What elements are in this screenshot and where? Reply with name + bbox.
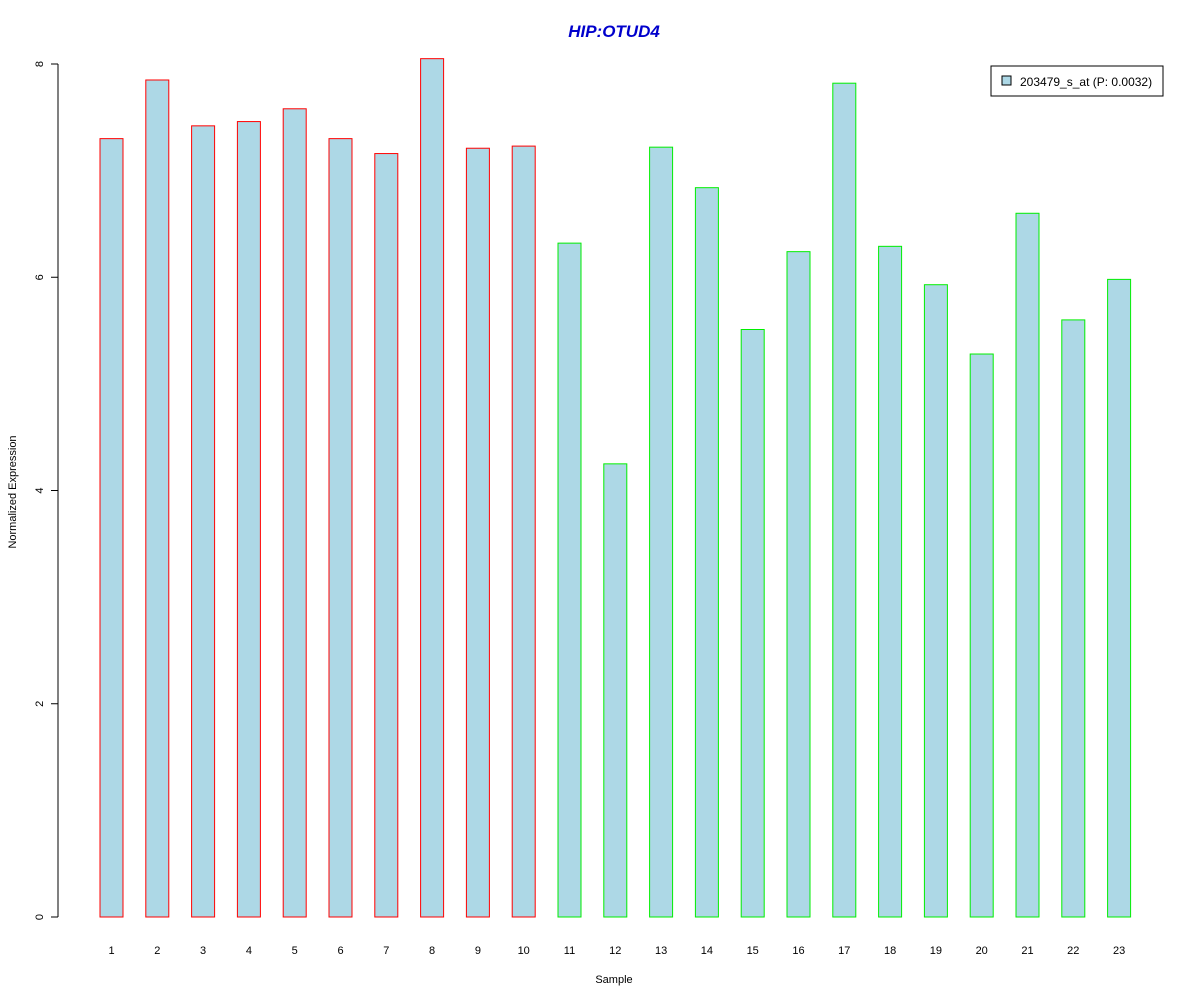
x-tick-label: 15 (747, 945, 759, 957)
y-tick-label: 2 (34, 701, 46, 707)
y-tick-label: 0 (34, 914, 46, 920)
bar-sample-6 (328, 138, 353, 918)
bar-sample-9 (465, 147, 490, 918)
x-tick-label: 3 (200, 945, 206, 957)
legend: 203479_s_at (P: 0.0032) (990, 65, 1164, 97)
bar-sample-16 (786, 251, 811, 918)
x-tick-label: 20 (976, 945, 988, 957)
x-tick-labels: 1 2 3 4 5 6 7 8 9 10 11 12 13 14 15 16 17 18 19 20 21 22 23 (108, 945, 1125, 957)
x-tick-label: 14 (701, 945, 713, 957)
x-tick-label: 8 (429, 945, 435, 957)
x-tick-label: 6 (337, 945, 343, 957)
bar-sample-2 (145, 79, 170, 918)
bar-sample-21 (1015, 212, 1040, 918)
y-axis-label: Normalized Expression (7, 435, 19, 548)
bar-sample-22 (1061, 319, 1086, 918)
x-tick-label: 10 (518, 945, 530, 957)
bar-sample-14 (694, 187, 719, 918)
bars-group (99, 58, 1132, 918)
x-tick-label: 5 (292, 945, 298, 957)
y-tick-label: 6 (34, 274, 46, 280)
x-tick-label: 23 (1113, 945, 1125, 957)
y-tick-label: 4 (34, 487, 46, 493)
x-tick-label: 17 (838, 945, 850, 957)
x-tick-label: 11 (564, 945, 575, 957)
bar-sample-20 (969, 353, 994, 918)
x-tick-label: 2 (154, 945, 160, 957)
bar-sample-19 (923, 284, 948, 918)
bar-sample-11 (557, 242, 582, 918)
y-axis: 0 2 4 6 8 (34, 61, 59, 920)
x-tick-label: 18 (884, 945, 896, 957)
bar-sample-3 (191, 125, 216, 918)
bar-sample-8 (420, 58, 445, 918)
bar-sample-7 (374, 153, 399, 918)
bar-sample-15 (740, 328, 765, 918)
bar-sample-1 (99, 138, 124, 918)
x-tick-label: 13 (655, 945, 667, 957)
x-tick-label: 7 (383, 945, 389, 957)
bar-sample-10 (511, 145, 536, 918)
bar-sample-12 (603, 463, 628, 918)
x-tick-label: 1 (108, 945, 114, 957)
x-tick-label: 12 (609, 945, 621, 957)
chart-title: HIP:OTUD4 (568, 22, 660, 41)
x-tick-label: 16 (792, 945, 804, 957)
bar-sample-17 (832, 82, 857, 918)
x-tick-label: 21 (1021, 945, 1033, 957)
x-tick-label: 19 (930, 945, 942, 957)
x-tick-label: 9 (475, 945, 481, 957)
bar-sample-23 (1107, 278, 1132, 918)
y-tick-label: 8 (34, 61, 46, 67)
x-tick-label: 4 (246, 945, 252, 957)
legend-label: 203479_s_at (P: 0.0032) (1020, 75, 1152, 89)
legend-swatch (1001, 75, 1012, 86)
bar-sample-18 (878, 245, 903, 918)
x-tick-label: 22 (1067, 945, 1079, 957)
bar-sample-5 (282, 108, 307, 918)
bar-sample-4 (236, 121, 261, 918)
legend-box (990, 65, 1164, 97)
x-axis-label: Sample (595, 974, 632, 986)
bar-sample-13 (649, 146, 674, 918)
